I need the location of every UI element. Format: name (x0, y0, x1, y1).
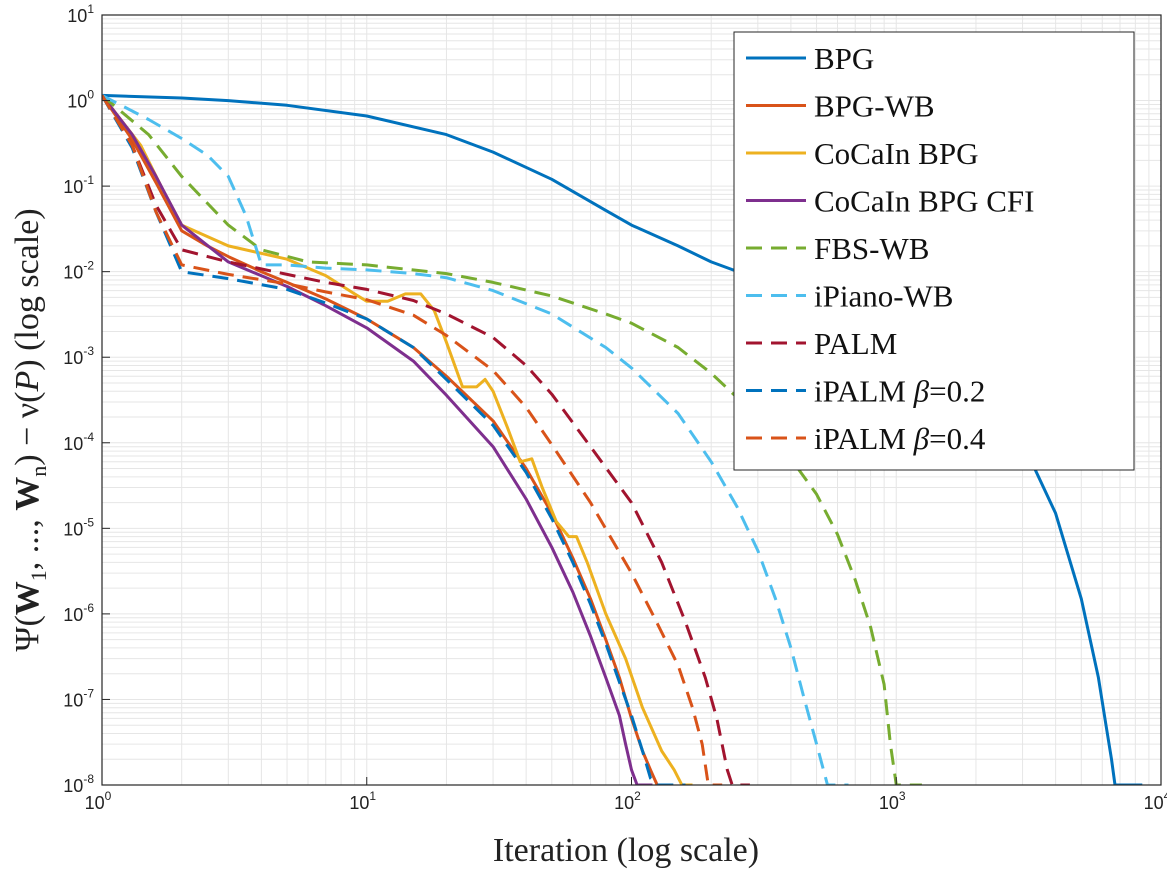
series-line-ipalm-beta-0-4 (102, 94, 723, 785)
series-line-ipalm-beta-0-2 (102, 94, 686, 785)
legend-label-ipalm-beta-0-2: iPALM β=0.2 (814, 374, 985, 409)
legend-label-ipiano-wb: iPiano-WB (814, 279, 954, 314)
legend-label-bpg-wb: BPG-WB (814, 89, 935, 124)
legend: BPG BPG-WB CoCaIn BPG CoCaIn BPG CFI FBS-WB i… (733, 31, 1135, 471)
x-tick-label: 101 (349, 789, 376, 813)
legend-label-cocain-bpg-cfi: CoCaIn BPG CFI (814, 184, 1034, 219)
legend-label-cocain-bpg: CoCaIn BPG (814, 136, 979, 171)
y-tick-label: 100 (67, 88, 94, 112)
x-axis-ticks: 100 101 102 103 104 (85, 777, 1167, 813)
series-line-fbs-wb (102, 94, 922, 785)
legend-label-ipalm-beta-0-4: iPALM β=0.4 (814, 421, 986, 456)
y-tick-label: 10-1 (63, 173, 94, 197)
x-tick-label: 102 (614, 789, 641, 813)
y-axis-ticks: 10-8 10-7 10-6 10-5 10-4 10-3 10-2 10-1 100 101 (63, 2, 110, 796)
y-tick-label: 10-5 (63, 515, 94, 539)
series-line-cocain-bpg-cfi (102, 94, 653, 785)
y-axis-label: Ψ(W1, ..., Wn) − ν(P) (log scale) (9, 208, 51, 651)
y-tick-label: 10-4 (63, 430, 94, 454)
y-tick-label: 10-3 (63, 344, 94, 368)
legend-label-palm: PALM (814, 326, 897, 361)
series-line-ipiano-wb (102, 94, 849, 785)
y-tick-label: 10-6 (63, 601, 94, 625)
series-line-palm (102, 94, 750, 785)
x-tick-label: 103 (879, 789, 906, 813)
y-tick-label: 101 (67, 2, 94, 26)
y-tick-label: 10-2 (63, 259, 94, 283)
y-tick-label: 10-7 (63, 686, 94, 710)
legend-label-fbs-wb: FBS-WB (814, 231, 929, 266)
y-tick-label: 10-8 (63, 772, 94, 796)
x-axis-label: Iteration (log scale) (493, 832, 759, 869)
legend-label-bpg: BPG (814, 41, 874, 76)
x-tick-label: 100 (85, 789, 112, 813)
x-tick-label: 104 (1144, 789, 1167, 813)
